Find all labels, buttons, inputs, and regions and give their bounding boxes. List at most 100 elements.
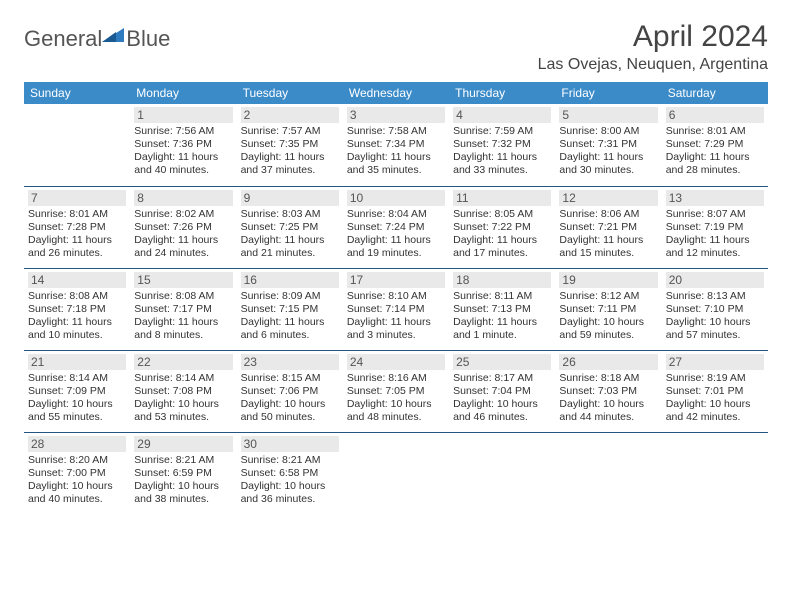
sunrise-line: Sunrise: 8:02 AM [134, 208, 232, 221]
calendar-day-cell: 18Sunrise: 8:11 AMSunset: 7:13 PMDayligh… [449, 268, 555, 350]
sunset-line: Sunset: 7:34 PM [347, 138, 445, 151]
sunrise-line: Sunrise: 8:08 AM [134, 290, 232, 303]
sunset-line: Sunset: 7:00 PM [28, 467, 126, 480]
daylight-line: Daylight: 11 hours and 40 minutes. [134, 151, 232, 177]
sunrise-line: Sunrise: 8:19 AM [666, 372, 764, 385]
calendar-day-cell: 17Sunrise: 8:10 AMSunset: 7:14 PMDayligh… [343, 268, 449, 350]
day-number: 7 [28, 190, 126, 206]
calendar-day-cell: 26Sunrise: 8:18 AMSunset: 7:03 PMDayligh… [555, 350, 661, 432]
calendar-week-row: 1Sunrise: 7:56 AMSunset: 7:36 PMDaylight… [24, 104, 768, 186]
calendar-day-cell: 22Sunrise: 8:14 AMSunset: 7:08 PMDayligh… [130, 350, 236, 432]
calendar-day-cell: 5Sunrise: 8:00 AMSunset: 7:31 PMDaylight… [555, 104, 661, 186]
calendar-empty-cell [449, 432, 555, 514]
daylight-line: Daylight: 10 hours and 57 minutes. [666, 316, 764, 342]
day-number: 29 [134, 436, 232, 452]
sunset-line: Sunset: 7:06 PM [241, 385, 339, 398]
day-number: 18 [453, 272, 551, 288]
daylight-line: Daylight: 10 hours and 46 minutes. [453, 398, 551, 424]
day-number: 14 [28, 272, 126, 288]
day-number: 19 [559, 272, 657, 288]
sunset-line: Sunset: 7:29 PM [666, 138, 764, 151]
sunrise-line: Sunrise: 8:20 AM [28, 454, 126, 467]
weekday-header: Wednesday [343, 82, 449, 104]
sunset-line: Sunset: 7:05 PM [347, 385, 445, 398]
calendar-week-row: 28 Sunrise: 8:20 AMSunset: 7:00 PMDayligh… [24, 432, 768, 514]
calendar-day-cell: 8Sunrise: 8:02 AMSunset: 7:26 PMDaylight… [130, 186, 236, 268]
calendar-day-cell: 4Sunrise: 7:59 AMSunset: 7:32 PMDaylight… [449, 104, 555, 186]
logo-triangle-icon [102, 26, 124, 44]
sunrise-line: Sunrise: 8:12 AM [559, 290, 657, 303]
daylight-line: Daylight: 10 hours and 55 minutes. [28, 398, 126, 424]
day-number: 24 [347, 354, 445, 370]
calendar-day-cell: 30Sunrise: 8:21 AMSunset: 6:58 PMDayligh… [237, 432, 343, 514]
header: General Blue April 2024 Las Ovejas, Neuq… [24, 20, 768, 74]
calendar-day-cell: 27Sunrise: 8:19 AMSunset: 7:01 PMDayligh… [662, 350, 768, 432]
daylight-line: Daylight: 10 hours and 42 minutes. [666, 398, 764, 424]
calendar-body: 1Sunrise: 7:56 AMSunset: 7:36 PMDaylight… [24, 104, 768, 514]
sunrise-line: Sunrise: 8:09 AM [241, 290, 339, 303]
daylight-line: Daylight: 11 hours and 19 minutes. [347, 234, 445, 260]
calendar-header-row: SundayMondayTuesdayWednesdayThursdayFrid… [24, 82, 768, 104]
calendar-day-cell: 25Sunrise: 8:17 AMSunset: 7:04 PMDayligh… [449, 350, 555, 432]
calendar-day-cell: 12Sunrise: 8:06 AMSunset: 7:21 PMDayligh… [555, 186, 661, 268]
weekday-header: Friday [555, 82, 661, 104]
day-number: 2 [241, 107, 339, 123]
calendar-day-cell: 9Sunrise: 8:03 AMSunset: 7:25 PMDaylight… [237, 186, 343, 268]
location: Las Ovejas, Neuquen, Argentina [538, 56, 768, 74]
daylight-line: Daylight: 11 hours and 8 minutes. [134, 316, 232, 342]
calendar-week-row: 21Sunrise: 8:14 AMSunset: 7:09 PMDayligh… [24, 350, 768, 432]
day-number: 30 [241, 436, 339, 452]
day-number: 27 [666, 354, 764, 370]
sunrise-line: Sunrise: 8:06 AM [559, 208, 657, 221]
daylight-line: Daylight: 11 hours and 21 minutes. [241, 234, 339, 260]
calendar-day-cell: 24Sunrise: 8:16 AMSunset: 7:05 PMDayligh… [343, 350, 449, 432]
daylight-line: Daylight: 11 hours and 1 minute. [453, 316, 551, 342]
sunset-line: Sunset: 7:14 PM [347, 303, 445, 316]
daylight-line: Daylight: 11 hours and 6 minutes. [241, 316, 339, 342]
sunset-line: Sunset: 7:31 PM [559, 138, 657, 151]
sunset-line: Sunset: 7:03 PM [559, 385, 657, 398]
calendar-day-cell: 3Sunrise: 7:58 AMSunset: 7:34 PMDaylight… [343, 104, 449, 186]
sunset-line: Sunset: 7:18 PM [28, 303, 126, 316]
sunset-line: Sunset: 7:13 PM [453, 303, 551, 316]
daylight-line: Daylight: 10 hours and 44 minutes. [559, 398, 657, 424]
calendar-day-cell: 16Sunrise: 8:09 AMSunset: 7:15 PMDayligh… [237, 268, 343, 350]
weekday-header: Saturday [662, 82, 768, 104]
daylight-line: Daylight: 10 hours and 40 minutes. [28, 480, 126, 506]
daylight-line: Daylight: 10 hours and 53 minutes. [134, 398, 232, 424]
day-number: 1 [134, 107, 232, 123]
sunrise-line: Sunrise: 8:17 AM [453, 372, 551, 385]
daylight-line: Daylight: 11 hours and 10 minutes. [28, 316, 126, 342]
day-number: 4 [453, 107, 551, 123]
calendar-day-cell: 29Sunrise: 8:21 AMSunset: 6:59 PMDayligh… [130, 432, 236, 514]
daylight-line: Daylight: 10 hours and 59 minutes. [559, 316, 657, 342]
day-number: 13 [666, 190, 764, 206]
daylight-line: Daylight: 11 hours and 30 minutes. [559, 151, 657, 177]
calendar-empty-cell [343, 432, 449, 514]
calendar-week-row: 7Sunrise: 8:01 AMSunset: 7:28 PMDaylight… [24, 186, 768, 268]
sunrise-line: Sunrise: 8:14 AM [134, 372, 232, 385]
daylight-line: Daylight: 10 hours and 48 minutes. [347, 398, 445, 424]
page: General Blue April 2024 Las Ovejas, Neuq… [0, 0, 792, 534]
daylight-line: Daylight: 11 hours and 35 minutes. [347, 151, 445, 177]
sunset-line: Sunset: 7:24 PM [347, 221, 445, 234]
day-number: 28 [28, 436, 126, 452]
sunset-line: Sunset: 6:59 PM [134, 467, 232, 480]
weekday-header: Monday [130, 82, 236, 104]
weekday-header: Tuesday [237, 82, 343, 104]
day-number: 23 [241, 354, 339, 370]
sunset-line: Sunset: 7:10 PM [666, 303, 764, 316]
calendar-day-cell: 28 Sunrise: 8:20 AMSunset: 7:00 PMDayligh… [24, 432, 130, 514]
calendar-day-cell: 15Sunrise: 8:08 AMSunset: 7:17 PMDayligh… [130, 268, 236, 350]
day-number: 12 [559, 190, 657, 206]
sunset-line: Sunset: 6:58 PM [241, 467, 339, 480]
sunset-line: Sunset: 7:22 PM [453, 221, 551, 234]
title-block: April 2024 Las Ovejas, Neuquen, Argentin… [538, 20, 768, 74]
sunset-line: Sunset: 7:04 PM [453, 385, 551, 398]
day-number: 17 [347, 272, 445, 288]
calendar-day-cell: 7Sunrise: 8:01 AMSunset: 7:28 PMDaylight… [24, 186, 130, 268]
sunrise-line: Sunrise: 8:21 AM [241, 454, 339, 467]
daylight-line: Daylight: 11 hours and 15 minutes. [559, 234, 657, 260]
sunrise-line: Sunrise: 8:21 AM [134, 454, 232, 467]
sunrise-line: Sunrise: 8:13 AM [666, 290, 764, 303]
